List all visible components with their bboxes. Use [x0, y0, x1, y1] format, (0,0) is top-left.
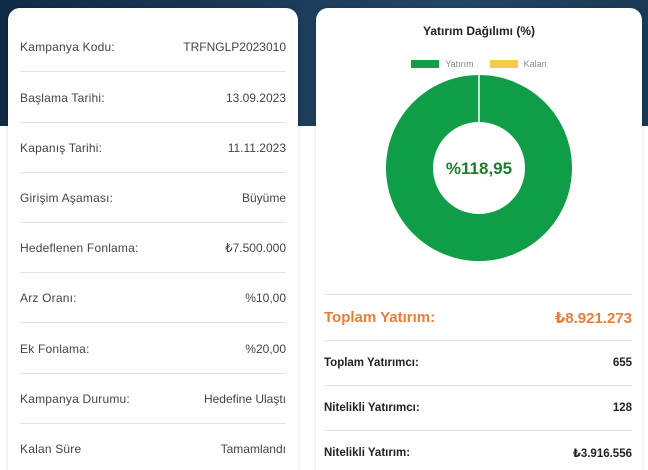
info-row-campaign-status: Kampanya Durumu: Hedefine Ulaştı — [20, 374, 286, 424]
info-value: 13.09.2023 — [225, 90, 286, 105]
info-value: %10,00 — [245, 290, 286, 305]
stat-value: ₺3.916.556 — [572, 448, 632, 460]
chart-title: Yatırım Dağılımı (%) — [422, 24, 536, 38]
info-value: 11.11.2023 — [227, 140, 286, 155]
info-row-target-funding: Hedeflenen Fonlama: ₺7.500.000 — [20, 223, 286, 273]
info-row-remaining-time: Kalan Süre Tamamlandı — [20, 424, 286, 470]
stat-row-qualified-investment: Nitelikli Yatırım: ₺3.916.556 — [324, 431, 632, 470]
info-row-extra-funding: Ek Fonlama: %20,00 — [20, 324, 286, 374]
legend-swatch — [411, 60, 440, 68]
info-label: Arz Oranı: — [20, 290, 77, 305]
donut-center-label: %118,95 — [446, 159, 512, 178]
total-investment-value: ₺8.921.273 — [554, 309, 632, 327]
info-value: TRFNGLP2023010 — [183, 39, 286, 54]
donut-slice-0[interactable] — [386, 75, 572, 261]
legend-swatch — [489, 60, 518, 68]
stat-row-total-investors: Toplam Yatırımcı: 655 — [324, 341, 632, 386]
info-label: Hedeflenen Fonlama: — [20, 240, 139, 255]
stat-value: 655 — [612, 357, 632, 369]
donut-chart: %118,95 — [386, 75, 572, 261]
total-investment-row: Toplam Yatırım: ₺8.921.273 — [324, 294, 632, 341]
info-row-campaign-code: Kampanya Kodu: TRFNGLP2023010 — [20, 22, 286, 72]
stat-label: Nitelikli Yatırımcı: — [324, 402, 420, 414]
info-value: Tamamlandı — [220, 441, 286, 456]
campaign-info-card: Kampanya Kodu: TRFNGLP2023010 Başlama Ta… — [8, 8, 298, 470]
legend-label: Kalan — [523, 59, 547, 69]
info-value: %20,00 — [245, 341, 286, 356]
chart-legend: Yatırım Kalan — [316, 59, 642, 69]
stat-row-qualified-investors: Nitelikli Yatırımcı: 128 — [324, 386, 632, 431]
info-row-start-date: Başlama Tarihi: 13.09.2023 — [20, 73, 286, 123]
info-label: Girişim Aşaması: — [20, 190, 114, 205]
total-investment-label: Toplam Yatırım: — [324, 309, 436, 326]
info-label: Kampanya Durumu: — [20, 391, 130, 406]
info-value: ₺7.500.000 — [224, 240, 286, 255]
stat-value: 128 — [612, 402, 632, 414]
legend-item-invest[interactable]: Yatırım — [411, 59, 474, 69]
stat-label: Nitelikli Yatırım: — [324, 447, 411, 459]
legend-label: Yatırım — [445, 59, 474, 69]
info-label: Başlama Tarihi: — [20, 90, 105, 105]
info-row-stage: Girişim Aşaması: Büyüme — [20, 173, 286, 223]
investment-distribution-card: Yatırım Dağılımı (%) Yatırım Kalan %118,… — [316, 8, 642, 470]
info-row-offer-ratio: Arz Oranı: %10,00 — [20, 273, 286, 323]
info-label: Kapanış Tarihi: — [20, 140, 103, 155]
info-label: Kampanya Kodu: — [20, 39, 115, 54]
stat-label: Toplam Yatırımcı: — [324, 357, 419, 369]
legend-item-remaining[interactable]: Kalan — [489, 59, 547, 69]
info-value: Büyüme — [241, 190, 286, 205]
info-value: Hedefine Ulaştı — [203, 391, 286, 406]
info-label: Kalan Süre — [20, 441, 82, 456]
info-label: Ek Fonlama: — [20, 341, 90, 356]
info-row-end-date: Kapanış Tarihi: 11.11.2023 — [20, 123, 286, 173]
